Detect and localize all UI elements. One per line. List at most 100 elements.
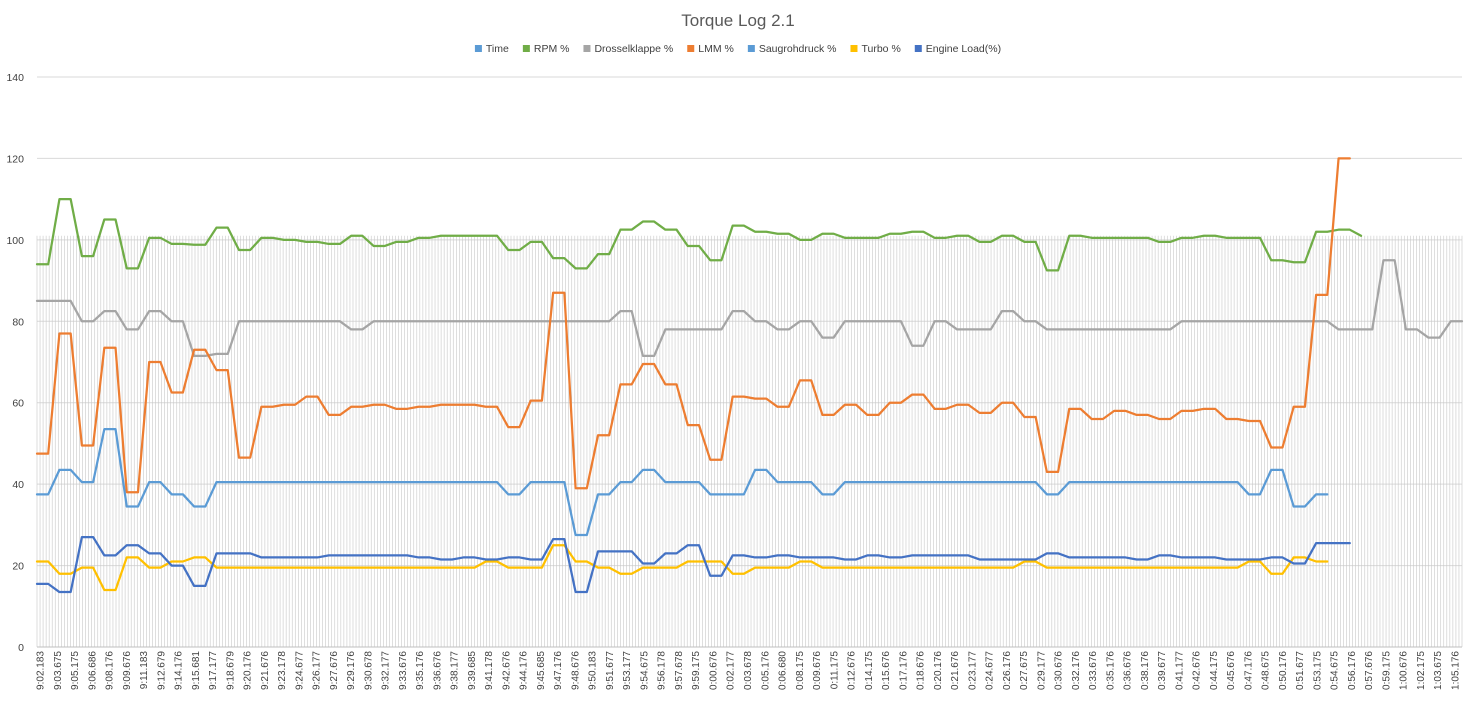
x-tick-label: 0:00.676	[709, 651, 720, 690]
x-tick-label: 9:23.178	[277, 651, 288, 690]
x-tick-label: 0:48.675	[1261, 651, 1272, 690]
legend-label: Time	[486, 43, 509, 55]
x-tick-label: 0:59.175	[1382, 651, 1393, 690]
series-line-rpm	[35, 198, 1363, 272]
chart-title: Torque Log 2.1	[681, 11, 794, 30]
x-tick-label: 0:21.676	[950, 651, 961, 690]
x-tick-label: 9:29.176	[346, 651, 357, 690]
x-tick-label: 9:08.176	[105, 651, 116, 690]
y-axis-ticks: 0 20 40 60 80 100 120 140	[6, 72, 24, 654]
legend-swatch	[850, 45, 858, 52]
x-tick-label: 0:08.175	[795, 651, 806, 690]
x-tick-label: 9:02.183	[36, 651, 47, 690]
x-tick-label: 9:41.178	[484, 651, 495, 690]
x-tick-label: 0:41.177	[1174, 651, 1185, 690]
legend-swatch	[687, 45, 695, 52]
x-tick-label: 9:45.685	[536, 651, 547, 690]
legend-swatch	[914, 45, 922, 52]
x-tick-label: 0:06.680	[778, 651, 789, 690]
x-tick-label: 0:50.176	[1278, 651, 1289, 690]
x-tick-label: 9:18.679	[225, 651, 236, 690]
x-tick-label: 0:54.675	[1330, 651, 1341, 690]
x-tick-label: 0:26.176	[1002, 651, 1013, 690]
y-tick-label: 20	[12, 561, 24, 573]
series-line-saugrohdruck	[35, 428, 1329, 537]
x-tick-label: 1:02.175	[1416, 651, 1427, 690]
x-tick-label: 9:11.183	[139, 651, 150, 690]
x-tick-label: 0:17.176	[898, 651, 909, 690]
x-tick-label: 0:45.676	[1226, 651, 1237, 690]
x-tick-label: 9:12.679	[156, 651, 167, 690]
x-tick-label: 0:05.176	[760, 651, 771, 690]
y-tick-label: 40	[12, 479, 24, 491]
x-tick-label: 0:29.177	[1036, 651, 1047, 690]
x-tick-label: 9:59.175	[691, 651, 702, 690]
x-tick-label: 9:56.178	[657, 651, 668, 690]
series-line-drosselklappe	[35, 259, 1464, 358]
x-tick-label: 9:26.177	[312, 651, 323, 690]
x-tick-label: 0:15.676	[881, 651, 892, 690]
x-tick-label: 9:57.678	[674, 651, 685, 690]
x-tick-label: 9:44.176	[519, 651, 530, 690]
x-tick-label: 0:33.676	[1088, 651, 1099, 690]
x-tick-label: 0:14.175	[864, 651, 875, 690]
legend-swatch	[474, 45, 482, 52]
x-tick-label: 0:39.677	[1157, 651, 1168, 690]
x-tick-label: 0:57.676	[1364, 651, 1375, 690]
x-tick-label: 0:42.676	[1192, 651, 1203, 690]
x-tick-label: 0:53.175	[1313, 651, 1324, 690]
x-tick-label: 9:33.676	[398, 651, 409, 690]
x-tick-label: 0:32.176	[1071, 651, 1082, 690]
x-tick-label: 0:09.676	[812, 651, 823, 690]
y-tick-label: 100	[6, 235, 24, 247]
x-tick-label: 9:32.177	[381, 651, 392, 690]
x-tick-label: 9:42.676	[501, 651, 512, 690]
x-tick-label: 9:06.686	[87, 651, 98, 690]
legend-label: LMM %	[698, 43, 734, 55]
x-tick-label: 0:02.177	[726, 651, 737, 690]
x-tick-label: 9:53.177	[622, 651, 633, 690]
x-tick-label: 0:35.176	[1105, 651, 1116, 690]
x-tick-label: 9:15.681	[191, 651, 202, 690]
x-tick-label: 9:21.676	[260, 651, 271, 690]
x-tick-label: 9:05.175	[70, 651, 81, 690]
legend-label: Drosselklappe %	[594, 43, 673, 55]
x-tick-label: 0:12.676	[847, 651, 858, 690]
x-tick-label: 9:48.676	[570, 651, 581, 690]
x-tick-label: 9:36.676	[432, 651, 443, 690]
x-tick-label: 9:30.678	[363, 651, 374, 690]
x-tick-label: 1:00.676	[1399, 651, 1410, 690]
x-tick-label: 9:20.176	[243, 651, 254, 690]
x-tick-label: 0:03.678	[743, 651, 754, 690]
x-tick-label: 9:09.676	[122, 651, 133, 690]
x-tick-label: 0:56.176	[1347, 651, 1358, 690]
legend: Time RPM % Drosselklappe % LMM % Saugrohdruc…	[474, 43, 1001, 55]
x-tick-label: 0:11.175	[829, 651, 840, 690]
x-tick-label: 9:54.675	[640, 651, 651, 690]
x-tick-label: 9:38.177	[450, 651, 461, 690]
y-tick-label: 80	[12, 316, 24, 328]
x-tick-label: 9:27.676	[329, 651, 340, 690]
legend-label: Saugrohdruck %	[759, 43, 837, 55]
legend-label: Engine Load(%)	[926, 43, 1001, 55]
legend-label: Turbo %	[861, 43, 900, 55]
x-tick-label: 0:20.176	[933, 651, 944, 690]
legend-swatch	[522, 45, 530, 52]
x-tick-label: 9:03.675	[53, 651, 64, 690]
series-line-lmm	[35, 157, 1351, 494]
series-line-engine-load	[35, 535, 1351, 594]
x-tick-label: 1:05.176	[1451, 651, 1462, 690]
x-tick-label: 0:18.676	[916, 651, 927, 690]
series-lines	[35, 157, 1464, 594]
x-tick-label: 9:14.176	[174, 651, 185, 690]
x-tick-label: 0:36.676	[1123, 651, 1134, 690]
y-tick-label: 120	[6, 153, 24, 165]
x-tick-label: 0:47.176	[1243, 651, 1254, 690]
y-tick-label: 140	[6, 72, 24, 84]
legend-label: RPM %	[534, 43, 570, 55]
x-tick-label: 0:44.175	[1209, 651, 1220, 690]
legend-swatch	[583, 45, 591, 52]
x-tick-label: 0:23.177	[967, 651, 978, 690]
